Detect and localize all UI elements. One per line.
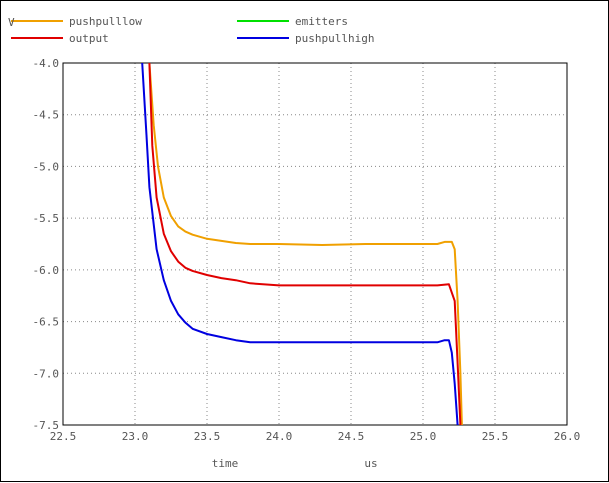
series-line-output (148, 63, 462, 425)
axes: 22.5 23.0 23.5 24.0 24.5 25.0 25.5 26.0 -4.0 -4.5… (33, 57, 581, 443)
y-tick-label: -7.5 (33, 419, 60, 432)
legend-label-output: output (69, 32, 109, 45)
y-axis-label: V (8, 16, 15, 29)
y-tick-label: -6.5 (33, 316, 60, 329)
y-tick-label: -4.0 (33, 57, 60, 70)
y-tick-label: -5.0 (33, 160, 60, 173)
series-line-pushpulllow (148, 63, 463, 425)
y-tick-label: -6.0 (33, 264, 60, 277)
legend-label-emitters: emitters (295, 15, 348, 28)
plot-area-border (62, 62, 568, 426)
x-tick-label: 24.5 (338, 430, 365, 443)
y-tick-label: -7.0 (33, 367, 60, 380)
x-tick-label: 23.5 (194, 430, 221, 443)
x-tick-label: 25.0 (410, 430, 437, 443)
y-tick-label: -4.5 (33, 109, 60, 122)
y-tick-label: -5.5 (33, 212, 60, 225)
legend-label-pushpulllow: pushpulllow (69, 15, 142, 28)
series-layer (141, 63, 463, 425)
x-tick-label: 26.0 (554, 430, 581, 443)
x-tick-label: 23.0 (122, 430, 149, 443)
series-line-pushpullhigh (141, 63, 459, 425)
legend: pushpulllow emitters output pushpullhigh (11, 15, 374, 45)
x-axis-label: time (212, 457, 239, 470)
x-tick-label: 25.5 (482, 430, 509, 443)
x-tick-label: 22.5 (50, 430, 77, 443)
legend-label-pushpullhigh: pushpullhigh (295, 32, 374, 45)
x-tick-label: 24.0 (266, 430, 293, 443)
x-axis-unit: us (364, 457, 377, 470)
